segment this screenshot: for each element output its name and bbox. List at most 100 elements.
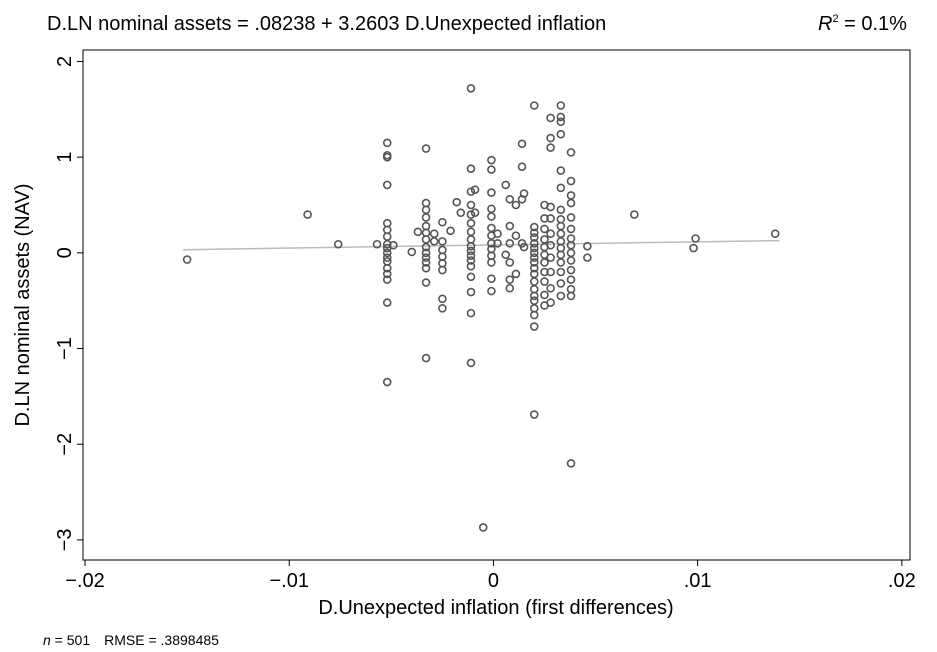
scatter-point bbox=[478, 523, 488, 532]
scatter-point bbox=[529, 253, 539, 262]
scatter-point bbox=[452, 197, 461, 207]
scatter-point bbox=[511, 200, 521, 210]
scatter-point bbox=[517, 162, 527, 172]
scatter-point bbox=[566, 256, 576, 265]
scatter-point bbox=[505, 238, 515, 248]
scatter-point bbox=[519, 189, 529, 198]
scatter-point bbox=[382, 180, 392, 190]
scatter-point bbox=[466, 358, 476, 368]
scatter-point bbox=[466, 251, 476, 261]
scatter-point bbox=[630, 210, 639, 219]
x-axis-title: D.Unexpected inflation (first difference… bbox=[318, 597, 673, 619]
scatter-point bbox=[540, 258, 549, 267]
scatter-point bbox=[770, 229, 780, 239]
scatter-point bbox=[566, 291, 576, 301]
scatter-point bbox=[540, 214, 549, 223]
scatter-point bbox=[519, 242, 529, 252]
scatter-point bbox=[501, 250, 510, 260]
scatter-point bbox=[529, 222, 539, 232]
r2-text: = 0.1% bbox=[839, 13, 908, 35]
scatter-point bbox=[456, 208, 466, 217]
scatter-point bbox=[505, 275, 515, 284]
scatter-point bbox=[556, 279, 566, 288]
scatter-point bbox=[333, 239, 343, 249]
footer-n: = 501 bbox=[51, 632, 91, 648]
scatter-point bbox=[466, 241, 476, 251]
scatter-point bbox=[566, 224, 576, 234]
scatter-point bbox=[556, 205, 566, 215]
scatter-point bbox=[382, 275, 392, 284]
scatter-point bbox=[470, 208, 480, 217]
scatter-point bbox=[556, 166, 566, 175]
scatter-point bbox=[546, 143, 555, 152]
scatter-point bbox=[421, 213, 431, 222]
scatter-point bbox=[529, 322, 539, 331]
scatter-point bbox=[487, 212, 496, 221]
footer-n-symbol: n bbox=[43, 632, 51, 648]
scatter-point bbox=[546, 214, 555, 223]
scatter-point bbox=[382, 152, 392, 162]
scatter-point bbox=[470, 185, 480, 194]
scatter-point bbox=[529, 233, 539, 242]
scatter-point bbox=[421, 144, 431, 153]
scatter-point bbox=[529, 291, 539, 301]
scatter-point bbox=[529, 238, 539, 248]
scatter-point bbox=[691, 234, 700, 243]
scatter-point bbox=[487, 165, 496, 174]
scatter-point bbox=[466, 83, 476, 93]
x-tick-label: 0 bbox=[488, 570, 499, 592]
scatter-point bbox=[182, 255, 192, 264]
scatter-point bbox=[501, 180, 510, 190]
scatter-point bbox=[407, 247, 417, 257]
scatter-point bbox=[566, 148, 576, 157]
scatter-point bbox=[546, 240, 555, 250]
scatter-point bbox=[529, 263, 539, 273]
scatter-point bbox=[421, 353, 431, 363]
scatter-point bbox=[466, 261, 476, 271]
scatter-point bbox=[438, 265, 447, 275]
scatter-point bbox=[493, 238, 502, 248]
scatter-point bbox=[505, 221, 515, 231]
scatter-point bbox=[556, 117, 566, 127]
scatter-point bbox=[382, 269, 392, 279]
scatter-point bbox=[466, 256, 476, 265]
scatter-point bbox=[382, 248, 392, 258]
scatter-point bbox=[421, 242, 431, 252]
x-tick-label: .02 bbox=[888, 570, 916, 592]
scatter-point bbox=[466, 308, 476, 318]
scatter-point bbox=[382, 377, 392, 387]
scatter-point bbox=[466, 210, 476, 219]
scatter-point bbox=[546, 113, 555, 123]
scatter-point bbox=[566, 265, 576, 275]
y-tick-label: −3 bbox=[54, 528, 76, 551]
scatter-point bbox=[546, 253, 555, 262]
scatter-point bbox=[466, 287, 476, 297]
scatter-point bbox=[529, 410, 539, 419]
scatter-point bbox=[487, 258, 496, 267]
scatter-point bbox=[421, 248, 431, 258]
r2-symbol: R bbox=[818, 13, 832, 35]
scatter-point bbox=[566, 176, 576, 186]
scatter-point bbox=[382, 253, 392, 262]
scatter-point bbox=[540, 290, 549, 300]
scatter-point bbox=[540, 267, 549, 277]
scatter-point bbox=[556, 183, 566, 193]
scatter-point bbox=[487, 188, 496, 197]
scatter-point bbox=[413, 227, 423, 237]
scatter-point bbox=[546, 229, 555, 239]
scatter-point bbox=[429, 237, 439, 246]
scatter-point bbox=[372, 239, 382, 249]
scatter-point bbox=[517, 139, 527, 149]
scatter-point bbox=[438, 294, 447, 304]
scatter-point bbox=[382, 298, 392, 307]
scatter-point bbox=[546, 267, 555, 277]
scatter-point bbox=[505, 258, 515, 267]
r2-label: R2 = 0.1% bbox=[818, 13, 907, 35]
scatter-point bbox=[566, 198, 576, 208]
footer-rmse: RMSE = .3898485 bbox=[104, 632, 219, 648]
scatter-point bbox=[446, 226, 455, 236]
x-tick-label: −.02 bbox=[65, 570, 104, 592]
scatter-point bbox=[529, 243, 539, 253]
